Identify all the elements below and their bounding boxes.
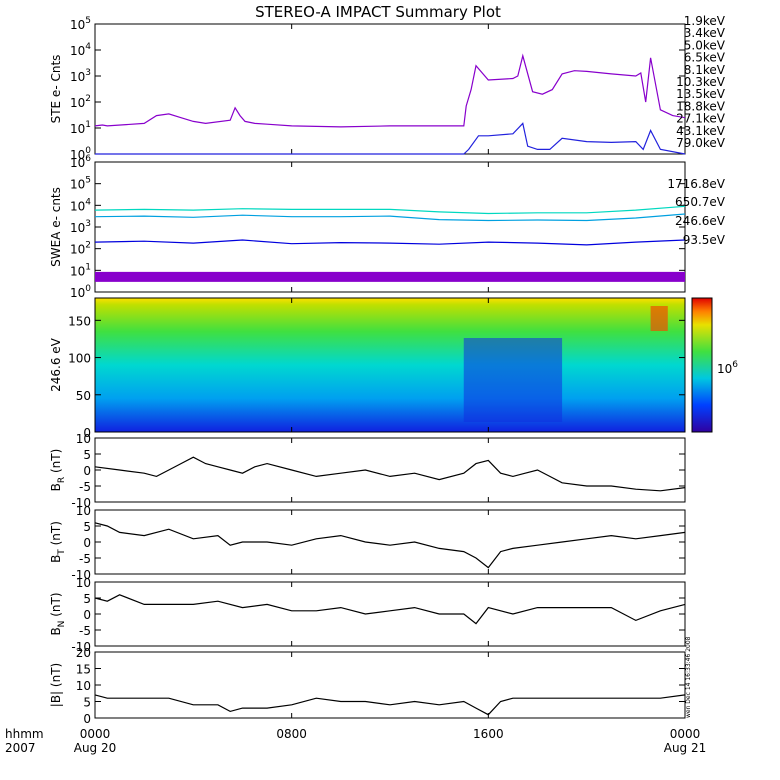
panel-frame xyxy=(94,23,686,155)
y-tick-label: 15 xyxy=(76,663,91,677)
plot-title: STEREO-A IMPACT Summary Plot xyxy=(255,3,501,21)
y-tick-label: 5 xyxy=(83,448,91,462)
legend-entry: 43.1keV xyxy=(676,124,726,138)
y-tick-label: -10 xyxy=(71,640,91,654)
date-tick-label: Aug 20 xyxy=(74,741,117,755)
y-axis-label: STE e- Cnts xyxy=(49,55,63,124)
series-line xyxy=(95,122,686,155)
time-axis-row1-label: hhmm xyxy=(5,727,44,741)
series-line xyxy=(94,522,686,569)
legend-entry: 18.8keV xyxy=(676,99,726,113)
legend-entry: 10.3keV xyxy=(676,75,726,89)
time-tick-label: 0000 xyxy=(670,727,701,741)
y-tick-label: 102 xyxy=(70,241,91,257)
y-tick-label: 100 xyxy=(70,284,91,300)
y-tick-label: 0 xyxy=(83,712,91,726)
time-tick-label: 0800 xyxy=(276,727,307,741)
series-line xyxy=(94,594,686,625)
y-tick-label: 0 xyxy=(83,426,91,440)
y-tick-label: 101 xyxy=(70,262,91,278)
y-axis-label: |B| (nT) xyxy=(49,663,63,707)
colorbar-label: 106 xyxy=(717,360,738,376)
panel-frame xyxy=(94,437,686,503)
y-tick-label: 5 xyxy=(83,696,91,710)
panel-frame xyxy=(94,509,686,575)
panel-bt: -10 -5 0 5 10 BT (nT) xyxy=(49,504,686,582)
y-tick-label: 103 xyxy=(70,219,91,235)
y-tick-label: 150 xyxy=(68,314,91,328)
panel-frame xyxy=(94,297,686,433)
legend-entry: 5.0keV xyxy=(684,38,726,52)
y-tick-label: 105 xyxy=(70,176,91,192)
y-axis-label: BR (nT) xyxy=(49,449,67,492)
legend-entry: 650.7eV xyxy=(675,195,726,209)
heatmap-hot-region xyxy=(650,306,668,331)
series-line xyxy=(94,694,686,716)
y-tick-label: 104 xyxy=(70,197,91,213)
legend-entry: 1716.8eV xyxy=(667,177,725,191)
y-tick-label: -10 xyxy=(71,496,91,510)
panel-swea: 100 101 102 103 104 105 106 SWEA e- cnts 1716.8e… xyxy=(49,154,726,300)
panel-frame xyxy=(94,651,686,719)
panel-bmag: 0 5 10 15 20 |B| (nT) xyxy=(49,646,686,726)
legend-entry: 13.5keV xyxy=(676,87,726,101)
y-tick-label: 0 xyxy=(83,464,91,478)
panel-frame xyxy=(94,581,686,647)
legend-entry: 79.0keV xyxy=(676,136,726,150)
date-tick-label: Aug 21 xyxy=(664,741,707,755)
y-tick-label: 10 xyxy=(76,679,91,693)
y-axis-label: SWEA e- cnts xyxy=(49,187,63,267)
series-line xyxy=(94,53,686,128)
y-tick-label: 101 xyxy=(70,120,91,136)
y-axis-label: BN (nT) xyxy=(49,592,67,635)
y-tick-label: 10 xyxy=(76,576,91,590)
y-tick-label: 104 xyxy=(70,42,91,58)
legend-entry: 8.1keV xyxy=(684,63,726,77)
panel-pad: 106 0 50 100 150 246.6 eV xyxy=(49,297,738,440)
y-tick-label: 10 xyxy=(76,504,91,518)
time-axis-row2-label: 2007 xyxy=(5,741,36,755)
y-tick-label: -5 xyxy=(79,480,91,494)
colorbar xyxy=(691,297,713,433)
y-tick-label: 0 xyxy=(83,536,91,550)
y-tick-label: 102 xyxy=(70,94,91,110)
y-tick-label: 105 xyxy=(70,16,91,32)
legend-entry: 1.9keV xyxy=(684,14,726,28)
y-tick-label: -5 xyxy=(79,624,91,638)
y-tick-label: -10 xyxy=(71,568,91,582)
y-tick-label: 0 xyxy=(83,608,91,622)
side-timestamp: wen Dec 14 16:33:46 2008 xyxy=(685,636,692,718)
legend-entry: 3.4keV xyxy=(684,26,726,40)
time-tick-label: 0000 xyxy=(80,727,111,741)
panel-br: -10 -5 0 5 10 BR (nT) xyxy=(49,432,686,510)
y-tick-label: 5 xyxy=(83,520,91,534)
y-tick-label: 10 xyxy=(76,432,91,446)
legend-entry: 93.5eV xyxy=(683,233,726,247)
y-tick-label: -5 xyxy=(79,552,91,566)
heatmap-field xyxy=(95,298,685,432)
time-tick-label: 1600 xyxy=(473,727,504,741)
y-tick-label: 50 xyxy=(76,389,91,403)
y-tick-label: 106 xyxy=(70,154,91,170)
y-tick-label: 20 xyxy=(76,646,91,660)
legend-entry: 27.1keV xyxy=(676,112,726,126)
series-line xyxy=(94,213,686,222)
y-tick-label: 103 xyxy=(70,68,91,84)
y-axis-label: BT (nT) xyxy=(49,521,67,563)
heatmap-dropout-region xyxy=(463,338,563,422)
series-line xyxy=(94,205,686,215)
y-axis-label: 246.6 eV xyxy=(49,337,63,392)
y-tick-label: 5 xyxy=(83,592,91,606)
series-line xyxy=(94,456,686,492)
y-tick-label: 100 xyxy=(68,352,91,366)
legend-entry: 6.5keV xyxy=(684,51,726,65)
legend-entry: 246.6eV xyxy=(675,214,726,228)
panel-bn: -10 -5 0 5 10 BN (nT) xyxy=(49,576,686,654)
series-line xyxy=(94,239,686,246)
